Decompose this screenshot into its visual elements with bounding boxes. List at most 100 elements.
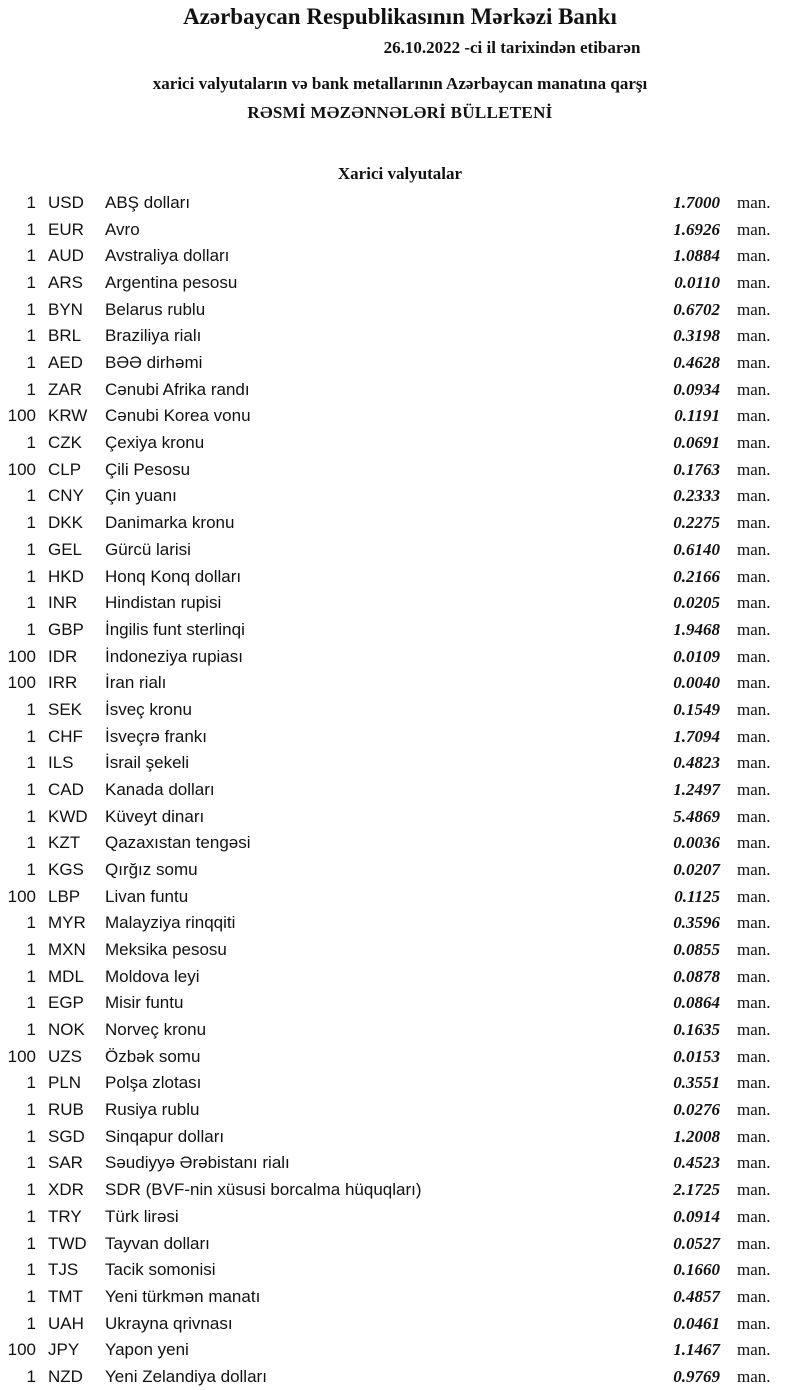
unit-label: man. — [737, 486, 771, 506]
rate-value: 0.2275 — [673, 513, 720, 533]
currency-code: ARS — [48, 273, 83, 293]
rate-row: 1 TJS Tacik somonisi 0.1660 man. — [0, 1257, 800, 1283]
unit-label: man. — [737, 299, 771, 319]
rate-amount: 1 — [26, 1366, 36, 1386]
rate-value: 0.1125 — [674, 886, 720, 906]
currency-code: BRL — [48, 326, 82, 346]
currency-code: BYN — [48, 299, 83, 319]
currency-code: KGS — [48, 860, 84, 879]
unit-label: man. — [737, 833, 771, 853]
rate-value: 0.0205 — [673, 593, 720, 613]
rate-row: 1 USD ABŞ dolları 1.7000 man. — [0, 190, 800, 216]
unit-label: man. — [737, 459, 771, 479]
rate-value: 0.0864 — [673, 993, 720, 1013]
rate-row: 1 EGP Misir funtu 0.0864 man. — [0, 990, 800, 1016]
unit-label: man. — [737, 1313, 771, 1333]
currency-code: DKK — [48, 513, 83, 533]
currency-name: Avro — [105, 219, 140, 239]
currency-code: USD — [48, 193, 84, 212]
currency-code: CNY — [48, 486, 84, 506]
rate-value: 1.0884 — [673, 246, 720, 266]
currency-name: Özbək somu — [105, 1046, 201, 1066]
rate-amount: 1 — [26, 513, 36, 533]
rate-amount: 1 — [26, 833, 36, 853]
unit-label: man. — [737, 433, 771, 453]
rate-row: 1 NOK Norveç kronu 0.1635 man. — [0, 1017, 800, 1043]
section-title: Xarici valyutalar — [337, 164, 463, 183]
currency-code: SEK — [48, 699, 83, 719]
rate-value: 0.2333 — [673, 486, 720, 506]
rate-amount: 1 — [26, 593, 36, 613]
rate-amount: 1 — [26, 219, 36, 239]
rate-row: 1 PLN Polşa zlotası 0.3551 man. — [0, 1070, 800, 1096]
currency-name: Səudiyyə Ərəbistanı rialı — [105, 1153, 290, 1173]
currency-code: TWD — [48, 1233, 87, 1253]
currency-name: Tayvan dolları — [105, 1233, 210, 1253]
rate-value: 0.0207 — [673, 860, 720, 879]
rate-value: 1.1467 — [673, 1340, 720, 1360]
rate-amount: 100 — [7, 1340, 36, 1360]
effective-date: 26.10.2022 -ci il tarixindən etibarən — [383, 38, 641, 57]
currency-code: CLP — [48, 459, 82, 479]
unit-label: man. — [737, 753, 771, 773]
rate-amount: 1 — [26, 1153, 36, 1173]
currency-name: Gürcü larisi — [105, 539, 191, 559]
rate-amount: 100 — [7, 646, 36, 666]
rate-amount: 1 — [26, 619, 36, 639]
rate-row: 1 NZD Yeni Zelandiya dolları 0.9769 man. — [0, 1364, 800, 1390]
rate-value: 0.3198 — [673, 326, 720, 346]
unit-label: man. — [737, 246, 771, 266]
unit-label: man. — [737, 1340, 771, 1360]
rate-value: 0.1660 — [673, 1260, 720, 1280]
currency-code: SAR — [48, 1153, 83, 1173]
rate-row: 1 SEK İsveç kronu 0.1549 man. — [0, 697, 800, 723]
rate-amount: 100 — [7, 886, 36, 906]
rate-row: 1 TMT Yeni türkmən manatı 0.4857 man. — [0, 1284, 800, 1310]
unit-label: man. — [737, 513, 771, 533]
rate-amount: 1 — [26, 539, 36, 559]
rate-amount: 1 — [26, 966, 36, 986]
currency-name: Meksika pesosu — [105, 940, 227, 960]
rate-amount: 1 — [26, 1126, 36, 1146]
rate-row: 100 CLP Çili Pesosu 0.1763 man. — [0, 457, 800, 483]
currency-code: AED — [48, 353, 83, 373]
currency-name: Argentina pesosu — [105, 273, 238, 293]
rate-value: 0.6702 — [673, 299, 720, 319]
currency-code: ZAR — [48, 379, 82, 399]
rate-value: 0.2166 — [673, 566, 720, 586]
rate-amount: 1 — [26, 379, 36, 399]
currency-name: Yapon yeni — [105, 1340, 189, 1360]
bulletin-subtitle: xarici valyutaların və bank metallarının… — [152, 74, 648, 93]
rate-value: 0.0110 — [674, 273, 720, 293]
rate-amount: 1 — [26, 566, 36, 586]
currency-name: Cənubi Afrika randı — [105, 379, 250, 399]
unit-label: man. — [737, 1180, 771, 1200]
rate-value: 0.0691 — [673, 433, 720, 453]
currency-name: Ukrayna qrivnası — [105, 1313, 233, 1333]
rate-amount: 1 — [26, 433, 36, 453]
unit-label: man. — [737, 646, 771, 666]
rate-row: 1 RUB Rusiya rublu 0.0276 man. — [0, 1097, 800, 1123]
unit-label: man. — [737, 1153, 771, 1173]
rate-value: 0.3596 — [673, 913, 720, 933]
rate-amount: 1 — [26, 806, 36, 826]
rate-row: 1 SAR Səudiyyə Ərəbistanı rialı 0.4523 man. — [0, 1150, 800, 1176]
unit-label: man. — [737, 326, 771, 346]
rate-row: 1 INR Hindistan rupisi 0.0205 man. — [0, 590, 800, 616]
rate-amount: 1 — [26, 1100, 36, 1120]
currency-name: İsveçrə frankı — [105, 726, 208, 746]
currency-code: EUR — [48, 219, 84, 239]
currency-name: İndoneziya rupiası — [105, 646, 243, 666]
rate-row: 1 MXN Meksika pesosu 0.0855 man. — [0, 937, 800, 963]
currency-code: LBP — [48, 886, 81, 906]
rate-amount: 1 — [26, 1260, 36, 1280]
currency-name: Türk lirəsi — [105, 1206, 179, 1226]
currency-code: EGP — [48, 993, 84, 1013]
unit-label: man. — [737, 1046, 771, 1066]
rate-row: 100 IRR İran rialı 0.0040 man. — [0, 670, 800, 696]
unit-label: man. — [737, 673, 771, 693]
rate-amount: 1 — [26, 486, 36, 506]
rate-row: 1 GEL Gürcü larisi 0.6140 man. — [0, 537, 800, 563]
currency-name: Çili Pesosu — [105, 459, 191, 479]
currency-name: Braziliya rialı — [105, 326, 202, 346]
